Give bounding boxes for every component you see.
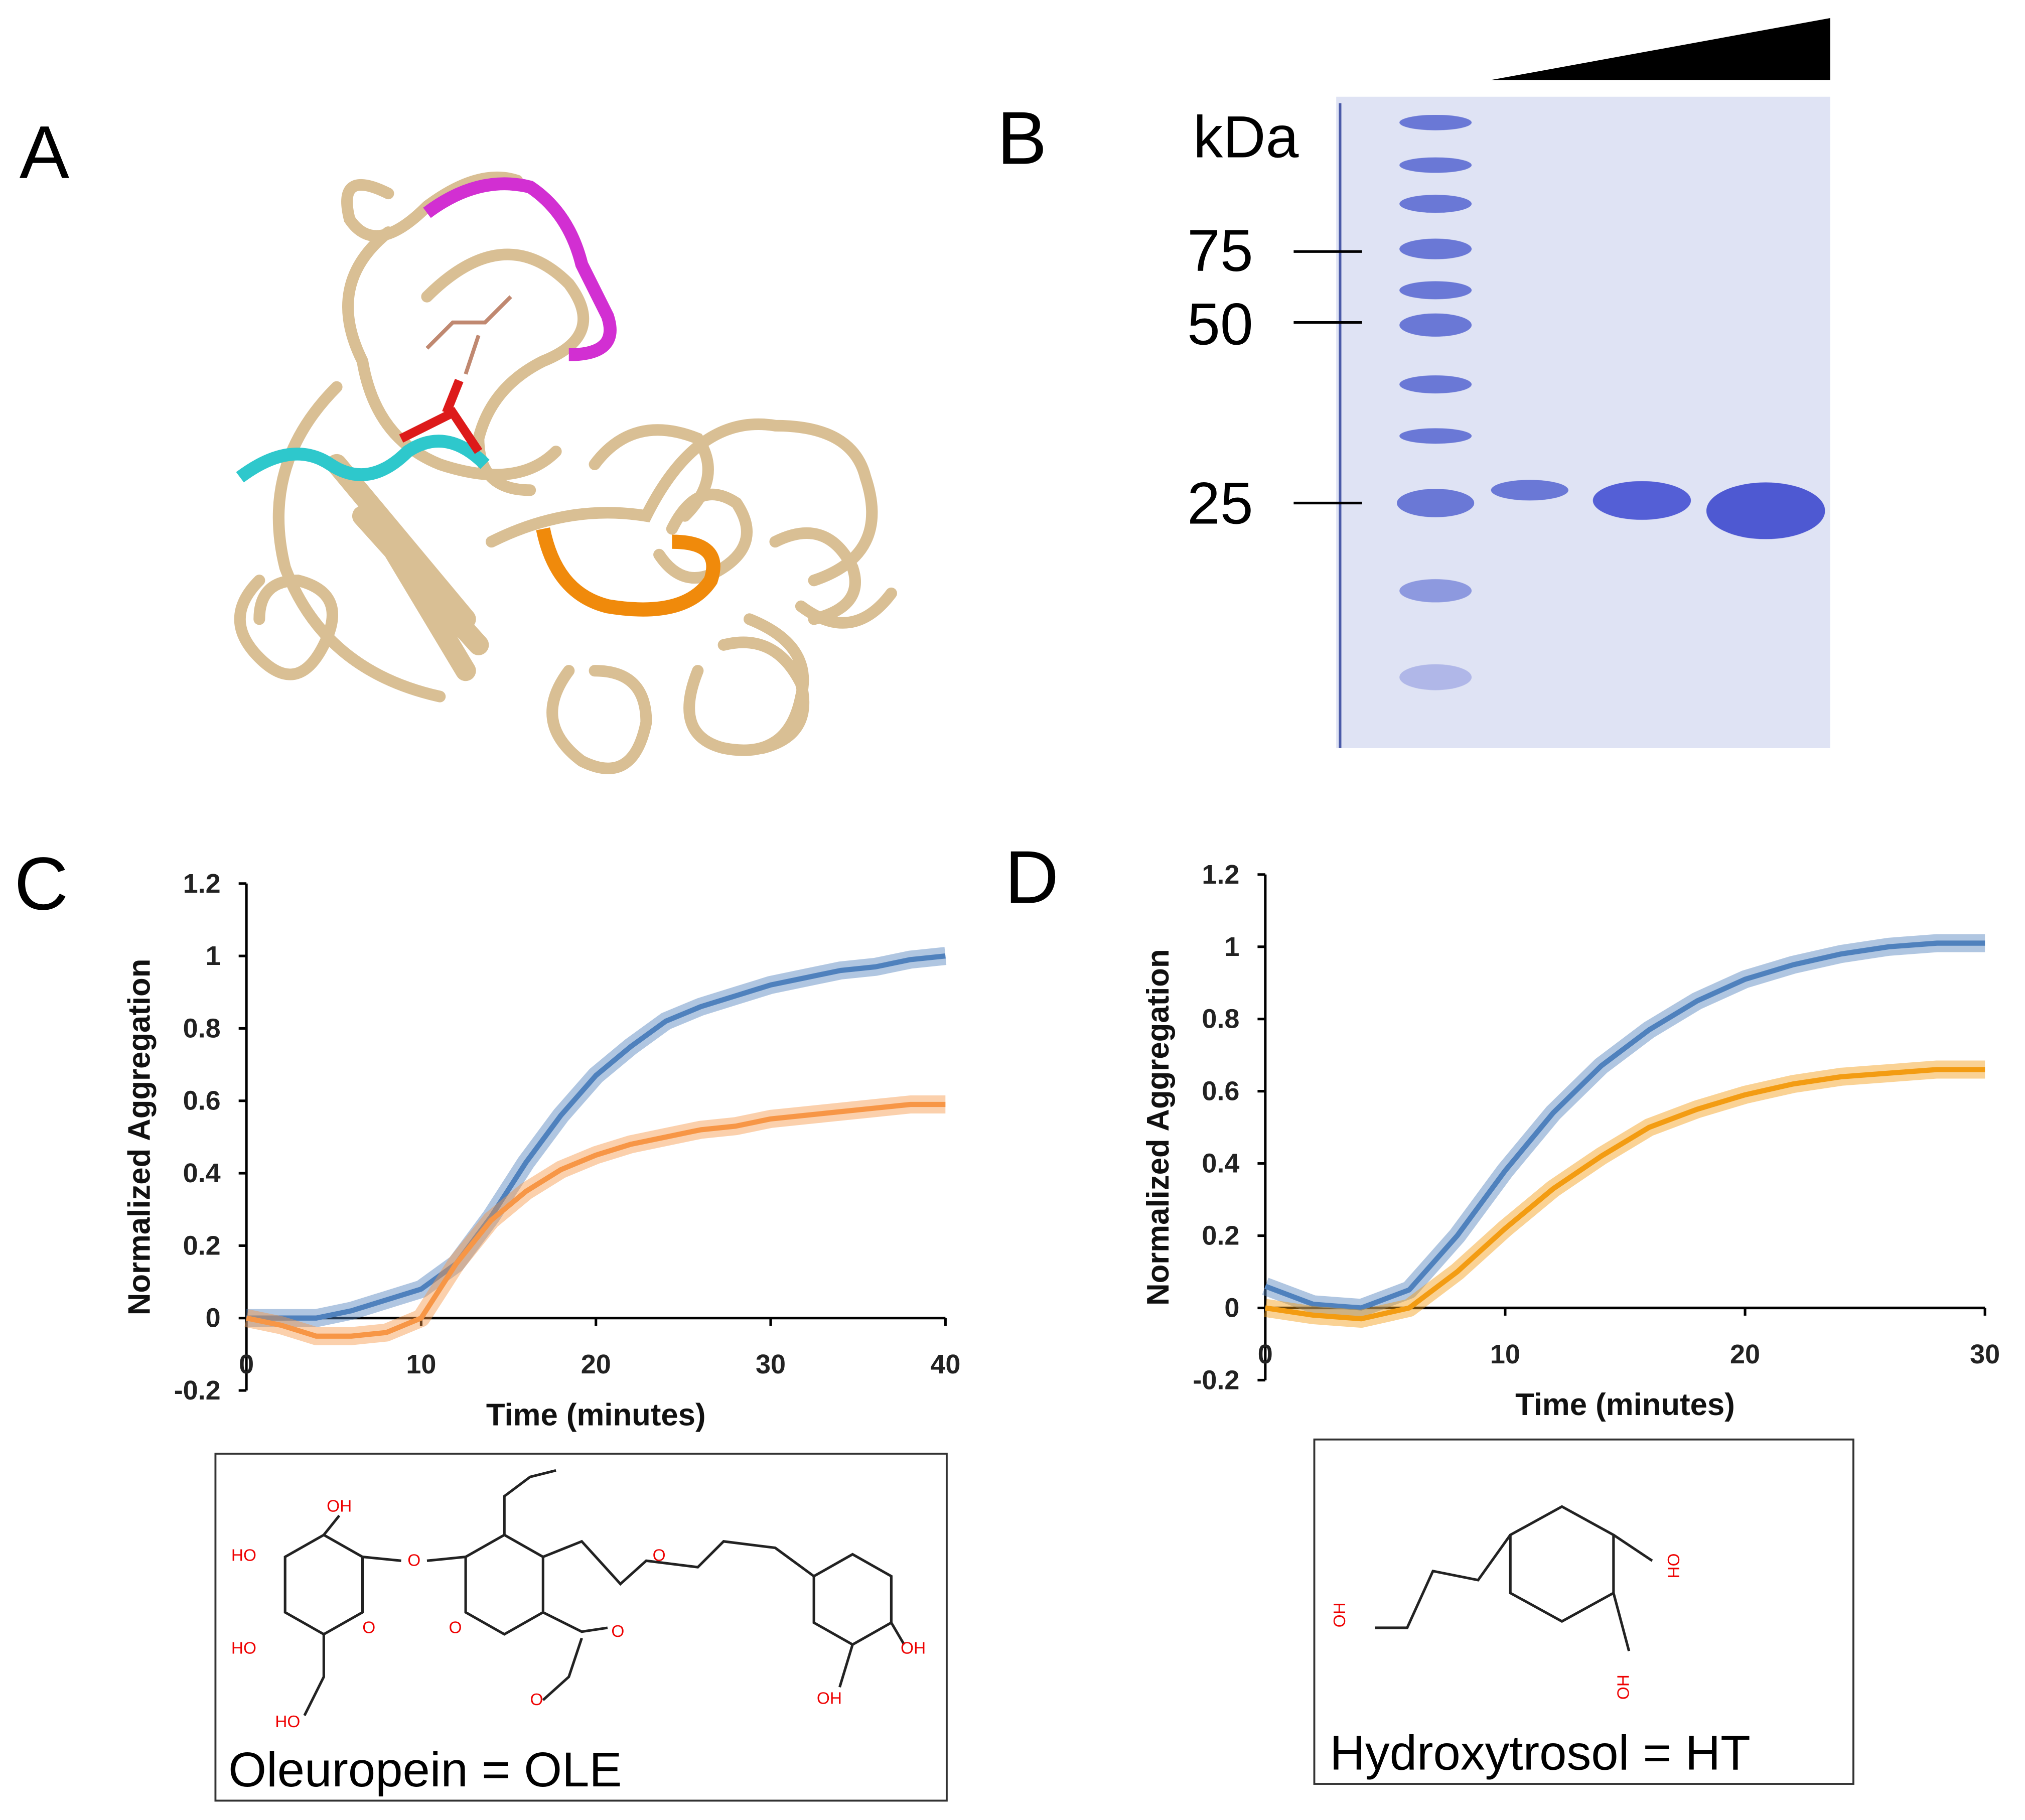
y-axis-title: Normalized Aggregation xyxy=(1141,949,1176,1306)
x-tick-label: 20 xyxy=(1730,1339,1760,1369)
atom-label: O xyxy=(611,1622,624,1641)
x-tick-label: 40 xyxy=(930,1349,960,1379)
x-tick-label: 20 xyxy=(581,1349,611,1379)
atom-label: O xyxy=(362,1618,375,1637)
atom-label: HO xyxy=(275,1713,300,1731)
y-tick-label: -0.2 xyxy=(174,1375,221,1406)
y-tick-label: 0.8 xyxy=(183,1013,221,1043)
unit-label: kDa xyxy=(1193,104,1299,171)
atom-label: HO xyxy=(231,1639,256,1657)
y-tick-label: 0.6 xyxy=(183,1086,221,1116)
panel-label: C xyxy=(14,842,68,925)
y-tick-label: 0.8 xyxy=(1202,1004,1239,1034)
atom-label: OH xyxy=(327,1497,352,1516)
structure-caption: Hydroxytrosol = HT xyxy=(1330,1726,1750,1780)
structure-caption: Oleuropein = OLE xyxy=(228,1742,622,1797)
y-axis-title: Normalized Aggregation xyxy=(122,959,157,1316)
atom-label: O xyxy=(407,1552,420,1570)
atom-label: HO xyxy=(231,1546,256,1565)
y-tick-label: -0.2 xyxy=(1193,1365,1239,1395)
atom-label: OH xyxy=(1615,1674,1633,1700)
y-tick-label: 1 xyxy=(206,941,221,971)
error-band xyxy=(1262,934,1985,1317)
atom-label: OH xyxy=(1331,1602,1349,1627)
panel-label: A xyxy=(20,110,70,194)
panel-label: B xyxy=(997,96,1047,180)
marker-label: 50 xyxy=(1187,291,1253,357)
atom-label: OH xyxy=(1664,1554,1682,1579)
y-tick-label: 0.6 xyxy=(1202,1076,1239,1106)
structure-ole: OH HO O HO O HO O O O O OH OH Oleuropein… xyxy=(214,1453,948,1802)
x-axis-title: Time (minutes) xyxy=(1515,1387,1735,1422)
gel: kDa 75 50 25 xyxy=(1187,18,1830,748)
y-tick-label: 0 xyxy=(1224,1293,1239,1323)
x-tick-label: 10 xyxy=(1490,1339,1520,1369)
data-line xyxy=(246,953,946,1321)
panel-label: D xyxy=(1005,835,1059,919)
y-tick-label: 0.4 xyxy=(183,1158,221,1188)
x-tick-label: 10 xyxy=(406,1349,436,1379)
y-tick-label: 1.2 xyxy=(1202,860,1239,890)
protein-structure xyxy=(234,171,897,774)
atom-label: O xyxy=(653,1546,666,1565)
y-tick-label: 0 xyxy=(206,1303,221,1333)
data-line xyxy=(1265,1067,1985,1322)
atom-label: O xyxy=(530,1691,543,1709)
y-tick-label: 0.2 xyxy=(1202,1221,1239,1251)
data-line xyxy=(1264,940,1985,1311)
y-tick-label: 0.2 xyxy=(183,1230,221,1261)
x-tick-label: 0 xyxy=(1258,1339,1273,1369)
y-tick-label: 1.2 xyxy=(183,869,221,899)
structure-ht: OH OH OH Hydroxytrosol = HT xyxy=(1313,1438,1854,1785)
x-axis-title: Time (minutes) xyxy=(486,1397,706,1432)
marker-label: 75 xyxy=(1187,218,1253,284)
y-tick-label: 0.4 xyxy=(1202,1149,1239,1179)
marker-label: 25 xyxy=(1187,471,1253,537)
error-band xyxy=(246,947,947,1327)
x-tick-label: 30 xyxy=(1970,1339,2000,1369)
x-tick-label: 30 xyxy=(756,1349,786,1379)
atom-label: OH xyxy=(901,1639,926,1657)
error-band xyxy=(1264,1060,1985,1328)
y-tick-label: 1 xyxy=(1224,932,1239,962)
atom-label: O xyxy=(449,1618,462,1637)
x-tick-label: 0 xyxy=(239,1349,254,1379)
atom-label: OH xyxy=(817,1690,842,1708)
data-line xyxy=(246,1101,946,1339)
